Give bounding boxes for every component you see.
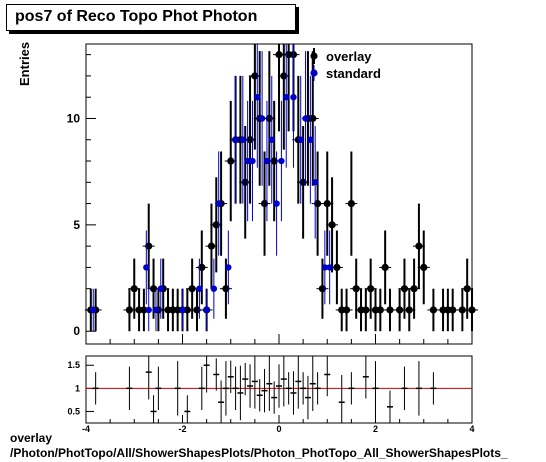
overlay-point [323,199,331,208]
overlay-point [376,306,384,314]
ratio-y-tick-label: 1 [75,383,80,393]
overlay-point [314,199,322,208]
overlay-point [367,285,375,293]
chart-title: pos7 of Reco Topo Phot Photon [15,8,258,25]
ratio-x-tick-label: 0 [276,424,281,434]
overlay-point [183,306,191,314]
overlay-point [299,178,307,186]
overlay-point [145,242,153,250]
ratio-y-tick-label: 1.5 [67,360,80,370]
standard-point [90,306,97,314]
legend-label: overlay [326,49,372,64]
standard-point [273,200,280,207]
standard-point [311,179,319,186]
standard-point [278,157,285,165]
overlay-point [396,306,404,314]
overlay-point [429,306,437,314]
overlay-point [198,263,206,272]
legend-marker-dot [310,69,318,77]
standard-point [145,306,152,314]
footer-label: overlay [10,431,53,445]
standard-point [254,93,261,101]
title-box: pos7 of Reco Topo Phot Photon [6,4,296,31]
overlay-point [251,72,259,80]
footer-path: /Photon/PhotTopo/All/ShowerShapesPlots/P… [10,446,508,460]
y-tick-label: 5 [73,218,80,232]
ratio-x-tick-label: -2 [178,424,186,434]
overlay-point [125,306,134,314]
standard-point [249,157,256,165]
overlay-point [227,157,235,165]
overlay-point [222,285,230,293]
standard-point [239,136,247,143]
overlay-point [241,178,249,186]
overlay-point [458,306,466,314]
standard-point [225,264,232,271]
standard-point [143,264,150,271]
overlay-point [309,114,317,123]
overlay-point [270,157,278,165]
standard-point [321,264,329,271]
overlay-point [415,242,423,250]
ratio-x-tick-label: 4 [469,424,474,434]
ratio-y-tick-label: 0.5 [67,406,80,416]
overlay-point [265,114,273,123]
overlay-point [328,221,336,229]
overlay-point [246,136,254,144]
overlay-point [468,306,476,314]
overlay-point [149,285,158,293]
overlay-point [188,285,196,293]
standard-point [215,200,222,207]
overlay-point [405,306,413,314]
standard-point [302,115,309,122]
y-tick-label: 0 [73,324,80,338]
ratio-x-tick-label: 2 [373,424,378,434]
standard-point [290,93,297,101]
overlay-point [342,306,351,314]
legend-marker-dot [310,52,318,60]
standard-point [283,93,290,101]
ratio-x-tick-label: -4 [82,424,90,434]
overlay-point [386,306,394,314]
legend-label: standard [326,66,381,81]
standard-point [307,136,314,143]
overlay-point [193,306,201,314]
overlay-point [352,285,360,293]
overlay-point [362,306,370,314]
standard-point [297,136,304,143]
overlay-point [400,285,409,293]
overlay-point [410,285,418,293]
overlay-point [347,199,355,208]
overlay-point [449,306,457,314]
overlay-point [420,263,428,272]
overlay-point [212,221,220,229]
y-tick-label: 10 [67,111,81,125]
overlay-point [130,285,138,293]
overlay-point [280,72,288,80]
standard-point [232,136,239,143]
overlay-point [275,51,283,59]
overlay-point [463,285,471,293]
standard-point [258,115,266,122]
standard-point [326,264,333,271]
standard-point [268,136,275,143]
overlay-point [260,199,269,208]
standard-point [196,285,203,292]
standard-point [157,285,164,292]
overlay-point [333,263,341,272]
overlay-point [207,242,216,250]
standard-point [244,157,251,165]
overlay-point [318,285,327,293]
standard-point [203,306,210,314]
standard-point [210,285,218,292]
standard-point [152,306,160,314]
overlay-point [381,263,389,272]
standard-point [179,306,186,314]
standard-point [263,157,271,165]
overlay-point [140,306,148,314]
